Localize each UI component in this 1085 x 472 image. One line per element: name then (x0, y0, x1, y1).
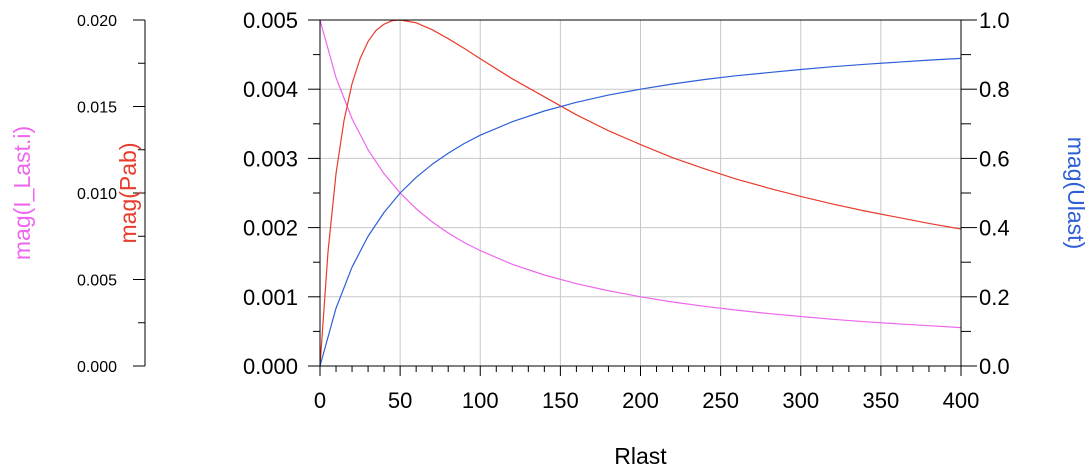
x-tick-label: 100 (462, 388, 499, 413)
current-axis-tick-label: 0.020 (77, 13, 117, 30)
series-lines (319, 19, 962, 367)
current-axis-tick-label: 0.015 (77, 100, 117, 117)
voltage-axis-tick-label: 0.6 (979, 146, 1010, 171)
x-tick-label: 200 (622, 388, 659, 413)
current-axis-tick-label: 0.005 (77, 273, 117, 290)
x-tick-label: 50 (388, 388, 412, 413)
voltage-axis-title: mag(Ulast) (1063, 137, 1085, 249)
power-axis-tick-label: 0.001 (243, 285, 298, 310)
x-tick-label: 0 (314, 388, 326, 413)
x-tick-label: 400 (943, 388, 980, 413)
current-series-line (319, 19, 962, 329)
power-axis-tick-label: 0.003 (243, 146, 298, 171)
current-axis-tick-label: 0.000 (77, 359, 117, 376)
power-axis-tick-label: 0.005 (243, 8, 298, 33)
voltage-axis-tick-label: 0.2 (979, 285, 1010, 310)
x-tick-label: 250 (702, 388, 739, 413)
power-axis-tick-label: 0.002 (243, 216, 298, 241)
power-series-line (319, 19, 962, 367)
axes (133, 19, 977, 376)
voltage-axis-tick-label: 0.8 (979, 77, 1010, 102)
current-axis-tick-label: 0.010 (77, 186, 117, 203)
voltage-axis-tick-label: 1.0 (979, 8, 1010, 33)
power-axis-tick-label: 0.000 (243, 354, 298, 379)
axis-labels: 0 50 100 150 200 250 300 350 400 Rlast 0.000 0.005 0… (9, 8, 1085, 469)
x-tick-label: 350 (863, 388, 900, 413)
power-axis-title: mag(Pab) (115, 143, 141, 244)
voltage-series-line (319, 57, 962, 367)
voltage-axis-tick-label: 0.4 (979, 216, 1010, 241)
x-tick-label: 150 (542, 388, 579, 413)
grid-lines (320, 20, 961, 366)
power-axis-tick-label: 0.004 (243, 77, 298, 102)
x-axis-title: Rlast (614, 443, 667, 469)
current-axis-title: mag(I_Last.i) (9, 126, 35, 260)
voltage-axis-tick-label: 0.0 (979, 354, 1010, 379)
x-tick-label: 300 (782, 388, 819, 413)
